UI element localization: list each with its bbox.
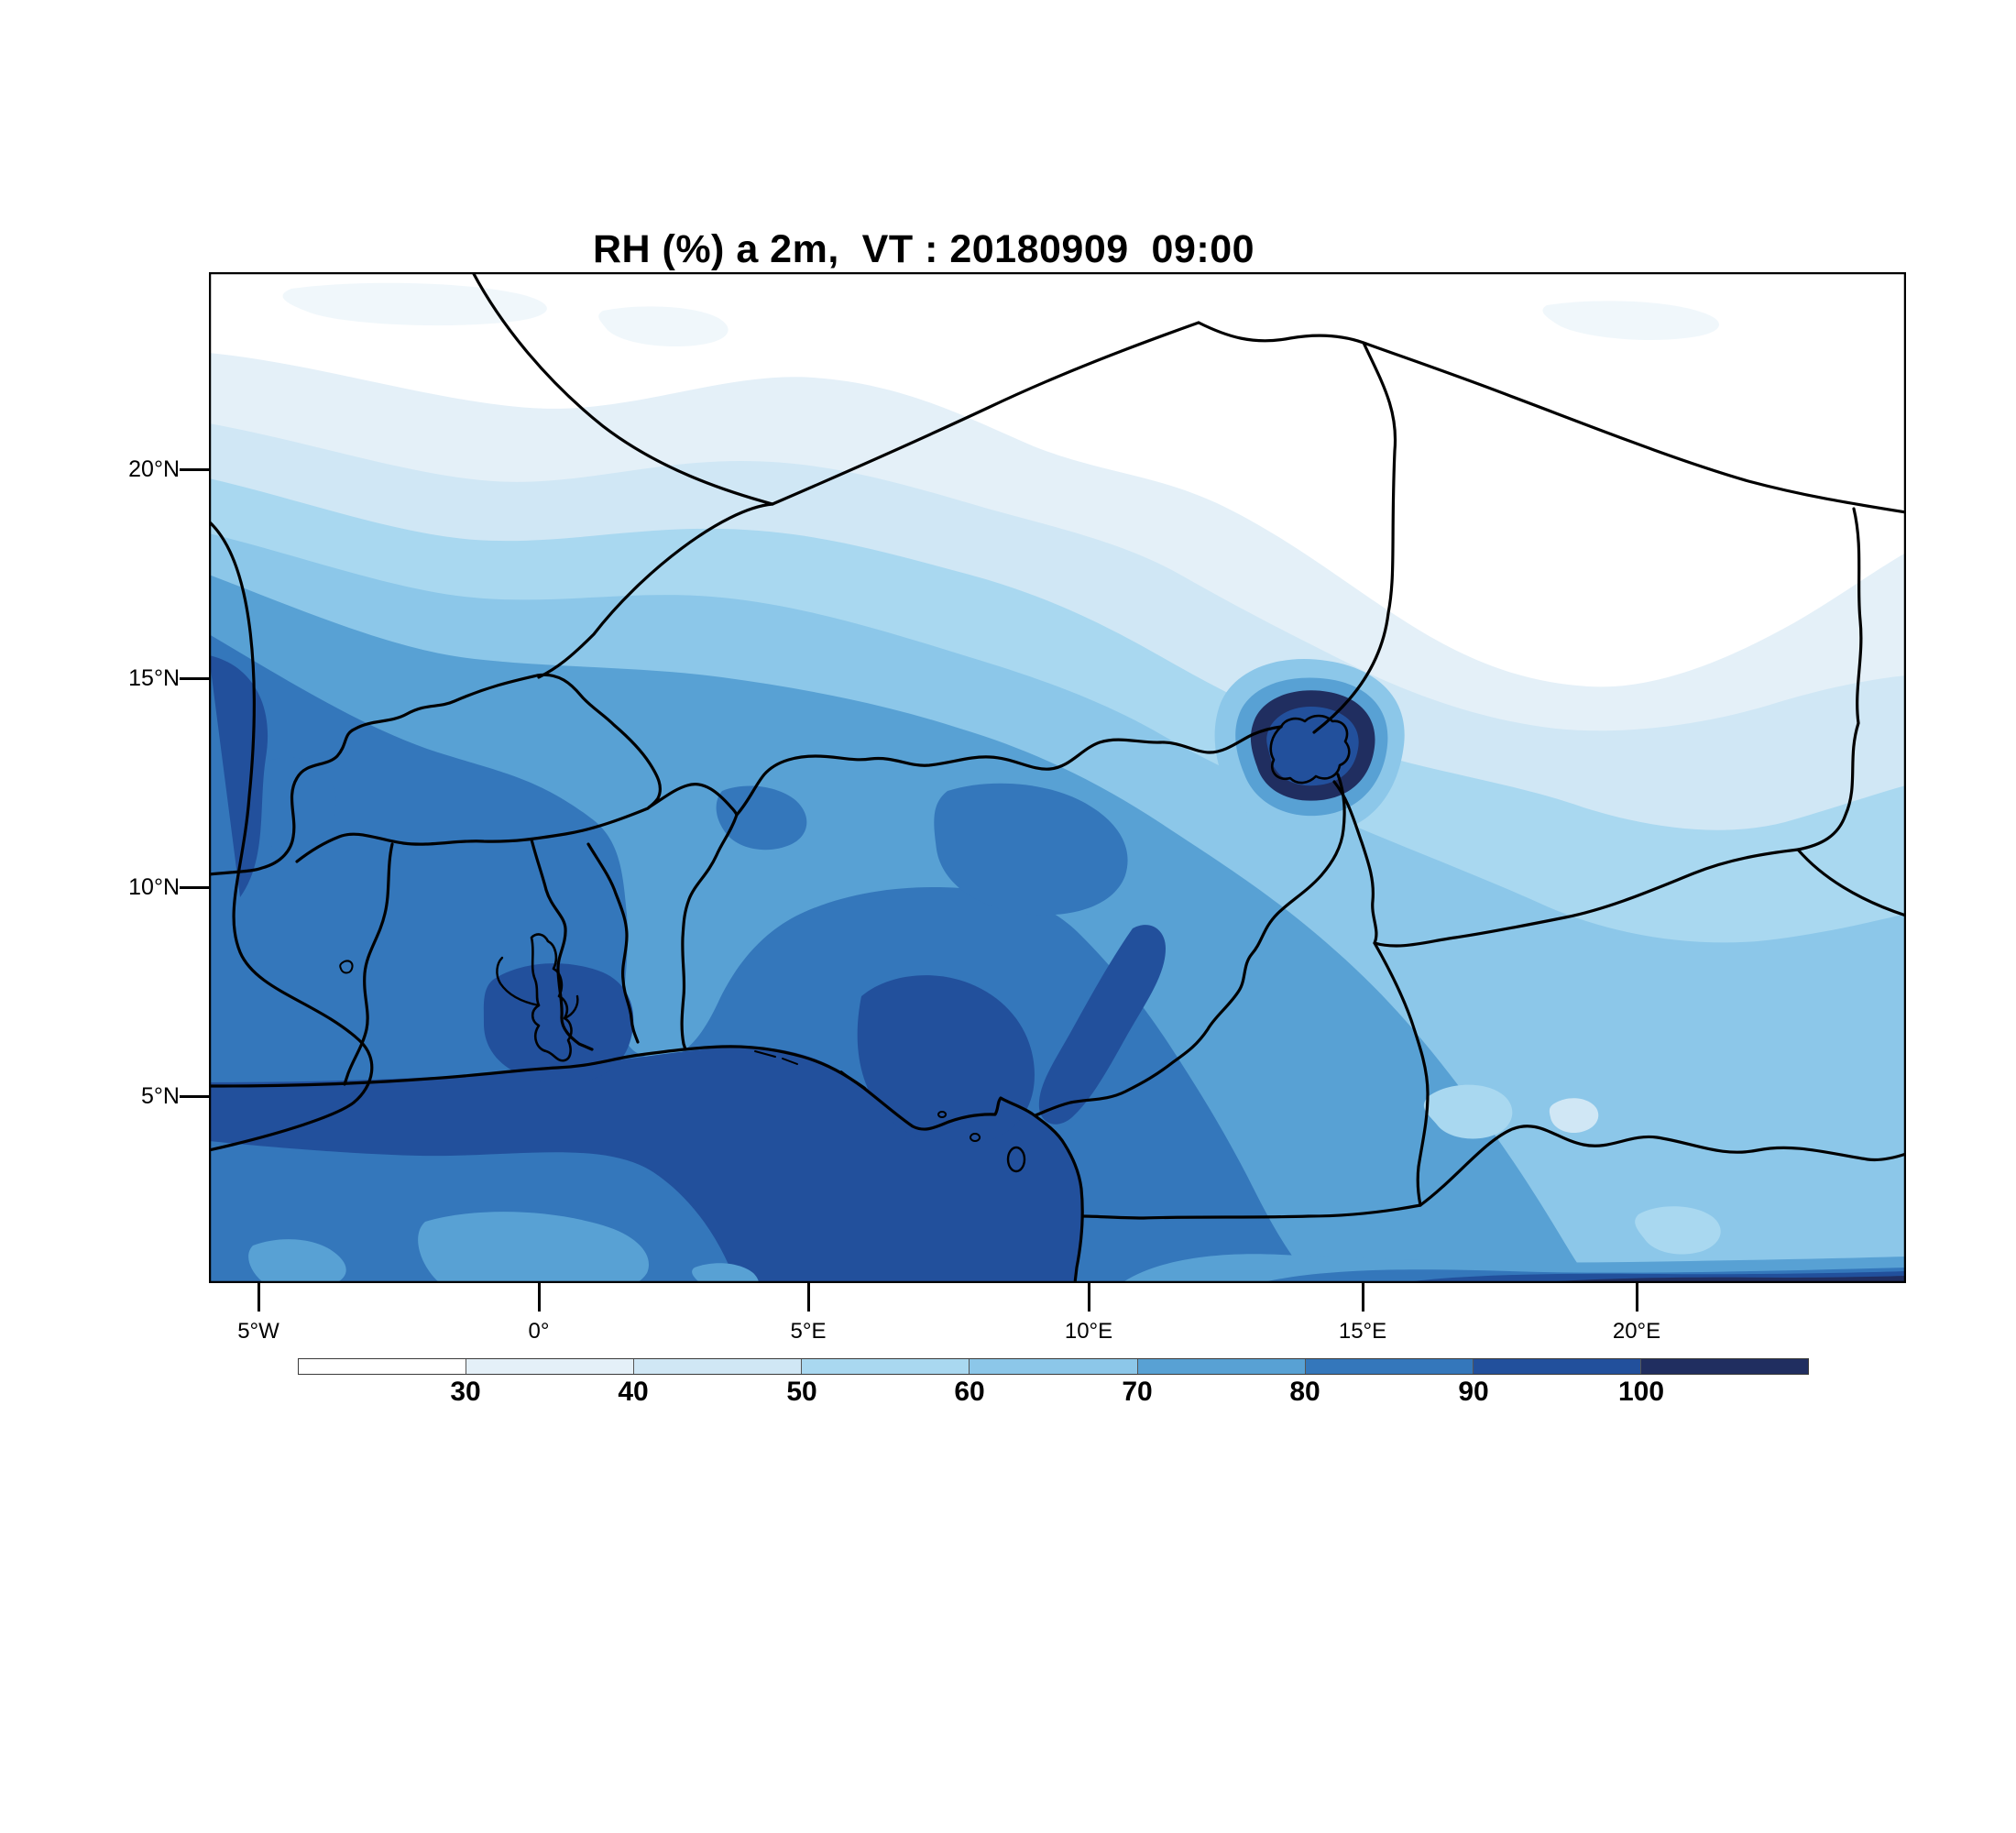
ocean-light-patch: [418, 1212, 649, 1283]
y-axis-label-5n: 5°N: [141, 1083, 180, 1109]
border-niger-libya-chad: [1197, 321, 1906, 514]
colorbar-segment: [970, 1359, 1138, 1374]
humidity-patch-80: [257, 757, 336, 853]
cameroon-highlands-streak: [1038, 925, 1166, 1125]
colorbar-label-80: 80: [1289, 1377, 1320, 1407]
small-island-mark: [937, 1111, 948, 1118]
bioko-island: [1006, 1146, 1026, 1173]
border-ghana-togo: [530, 838, 594, 1051]
colorbar-segment: [1137, 1359, 1306, 1374]
country-borders: [209, 272, 1906, 1283]
x-tick: [257, 1283, 260, 1312]
border-niger-chad: [1312, 341, 1397, 734]
small-island-mark: [970, 1133, 981, 1142]
border-chad-cameroon-car: [1332, 780, 1800, 948]
colorbar-segment: [299, 1359, 467, 1374]
x-tick: [1088, 1283, 1090, 1312]
colorbar-label-50: 50: [786, 1377, 817, 1407]
colorbar-segment: [466, 1359, 635, 1374]
lake-volta-arm: [563, 994, 579, 1020]
border-algeria-niger: [771, 321, 1200, 506]
map-frame: [209, 272, 1906, 1283]
border-chad-sudan: [1796, 507, 1906, 917]
border-mauritania-mali: [209, 520, 374, 1152]
ocean-humid-band: [209, 1047, 1084, 1283]
ocean-light-patch: [692, 1263, 759, 1283]
x-axis-label-10e: 10°E: [1064, 1319, 1113, 1344]
coastline-gulf-of-guinea: [209, 1045, 1084, 1283]
border-nigeria-cameroon: [1034, 773, 1346, 1117]
humidity-patch-80: [934, 783, 1128, 916]
x-axis-label-0: 0°: [528, 1319, 550, 1344]
colorbar-label-70: 70: [1122, 1377, 1153, 1407]
colorbar-segment: [1640, 1359, 1808, 1374]
border-cameroon-car: [1373, 941, 1430, 1207]
border-benin-niger: [647, 783, 739, 817]
colorbar-segment: [802, 1359, 970, 1374]
x-axis-label-20e: 20°E: [1612, 1319, 1661, 1344]
border-benin-nigeria: [680, 813, 739, 1051]
colorbar-segment: [634, 1359, 803, 1374]
dry-patch-se: [1423, 1084, 1513, 1139]
lake-chad-core: [1266, 707, 1359, 786]
border-burkina-faso: [209, 673, 662, 876]
dry-patch-se: [1635, 1206, 1721, 1255]
x-tick: [807, 1283, 810, 1312]
y-tick: [180, 1095, 210, 1098]
coastal-lagoon-marks: [840, 1070, 866, 1089]
x-axis-label-5w: 5°W: [237, 1319, 279, 1344]
lake-volta-outline: [530, 933, 573, 1062]
border-cotedivoire-ghana: [343, 842, 394, 1086]
colorbar-label-40: 40: [618, 1377, 649, 1407]
colorbar-label-60: 60: [954, 1377, 985, 1407]
colorbar-label-90: 90: [1458, 1377, 1489, 1407]
border-niger-nigeria: [735, 725, 1283, 817]
border-cameroon-south: [1081, 1203, 1422, 1220]
x-axis-label-5e: 5°E: [790, 1319, 827, 1344]
x-tick: [1636, 1283, 1638, 1312]
dry-patch-se: [1549, 1098, 1599, 1134]
border-car-drc: [1419, 1125, 1906, 1207]
colorbar-label-30: 30: [450, 1377, 481, 1407]
humidity-patch-80: [716, 785, 807, 851]
y-tick: [180, 677, 210, 680]
colorbar-segment: [1473, 1359, 1641, 1374]
ocean-light-patch: [248, 1239, 346, 1283]
border-togo-benin: [586, 842, 640, 1044]
lake-chad-outline: [1269, 714, 1351, 785]
colorbar-segment: [1305, 1359, 1474, 1374]
humidity-patch-90: [483, 963, 634, 1084]
coastal-lagoon-marks: [754, 1050, 798, 1065]
y-axis-label-15n: 15°N: [128, 665, 180, 691]
x-tick: [538, 1283, 541, 1312]
x-axis-label-15e: 15°E: [1338, 1319, 1387, 1344]
plot-title: RH (%) a 2m, VT : 20180909 09:00: [592, 227, 1255, 271]
border-mali-niger: [537, 502, 774, 679]
north-pale-wisps: [282, 282, 1720, 457]
lake-volta-arm: [496, 956, 541, 1007]
y-tick: [180, 468, 210, 471]
small-lake-mark: [339, 960, 354, 974]
contour-map-svg: [209, 272, 1906, 1283]
y-axis-label-10n: 10°N: [128, 874, 180, 900]
colorbar: [298, 1358, 1809, 1375]
humidity-patch-90: [857, 975, 1035, 1146]
border-algeria-mali: [471, 272, 774, 506]
y-axis-label-20n: 20°N: [128, 456, 180, 482]
x-tick: [1362, 1283, 1364, 1312]
map-plot: [209, 272, 1906, 1283]
colorbar-label-100: 100: [1617, 1377, 1665, 1407]
y-tick: [180, 886, 210, 889]
